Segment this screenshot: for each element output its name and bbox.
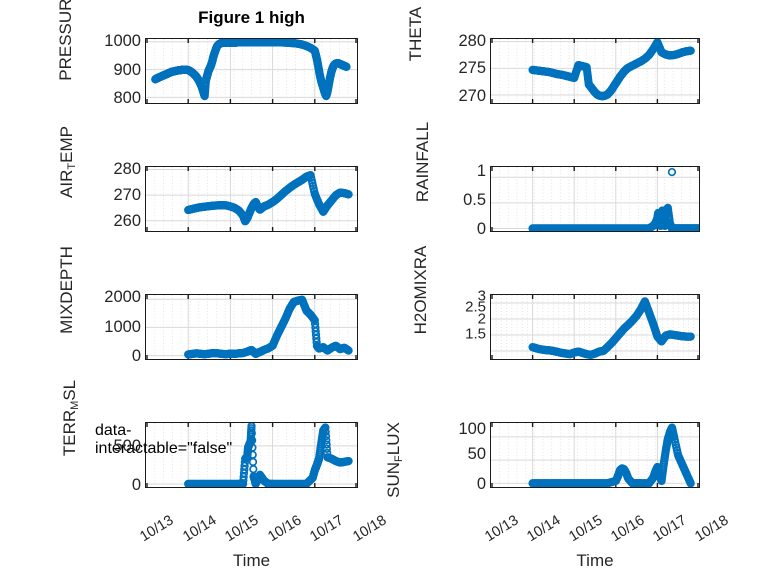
ytick-label: 500 <box>113 436 141 455</box>
plot-area <box>146 39 357 103</box>
axes-pressure <box>145 38 358 104</box>
ylabel-terr-msl: TERRMSL <box>60 379 81 457</box>
panel-theta <box>490 38 700 104</box>
ytick-label: 270 <box>113 185 141 204</box>
yticklabels-sun-flux: 100 50 0 <box>440 419 486 491</box>
ytick-label: 0 <box>476 474 486 493</box>
panel-h2omixra <box>490 294 700 360</box>
ytick-label: 1.5 <box>465 325 486 343</box>
xticklabels-left-column: 10/13 10/14 10/15 10/16 10/17 10/18 <box>137 492 389 546</box>
xtick-label: 10/17 <box>650 512 690 546</box>
panel-rainfall <box>490 166 700 232</box>
ytick-label: 800 <box>113 89 141 107</box>
ytick-label: 2000 <box>104 288 141 307</box>
xtick-label: 10/18 <box>350 512 390 546</box>
plot-area <box>146 167 357 231</box>
axes-sun-flux <box>490 422 700 488</box>
ylabel-subscript: M <box>68 400 81 410</box>
ytick-label: 50 <box>467 444 486 463</box>
ytick-label: 3 <box>477 287 486 305</box>
ylabel-rainfall: RAINFALL <box>413 121 432 203</box>
xtick-label: 10/16 <box>608 512 648 546</box>
xticklabels-right-column: 10/13 10/14 10/15 10/16 10/17 10/18 <box>482 492 731 546</box>
plot-area <box>146 423 357 487</box>
figure-title: Figure 1 high <box>198 8 305 27</box>
ylabel-sun-flux: SUNFLUX <box>384 422 405 498</box>
yticklabels-h2omixra: 3 2.5 2 1.5 <box>440 288 486 360</box>
ytick-label: 1000 <box>104 31 141 50</box>
ytick-label: 0 <box>476 220 486 239</box>
ytick-label: 100 <box>458 419 486 438</box>
axes-air-temp <box>145 166 358 232</box>
xtick-label: 10/17 <box>307 512 347 546</box>
ylabel-subscript: T <box>65 162 78 170</box>
ytick-label: 0 <box>131 346 141 365</box>
yticklabels-rainfall: 1 0.5 0 <box>440 162 486 237</box>
yticklabels-theta: 280 275 270 <box>440 33 486 105</box>
axes-rainfall <box>490 166 700 232</box>
panel-terr-msl <box>145 422 358 488</box>
ytick-label: 2 <box>477 310 486 328</box>
xtick-label: 10/18 <box>692 512 732 546</box>
axes-mixdepth <box>145 294 358 360</box>
plot-area <box>491 167 699 231</box>
plot-area <box>491 295 699 359</box>
ytick-label: 1 <box>476 162 486 181</box>
yticklabels-mixdepth: 2000 1000 0 <box>95 289 141 363</box>
xtick-label: 10/16 <box>265 512 305 546</box>
axes-theta <box>490 38 700 104</box>
ytick-label: 275 <box>458 58 486 77</box>
ytick-label: 270 <box>458 86 486 105</box>
ytick-label: 2.5 <box>465 298 486 316</box>
ytick-label: 0.5 <box>463 191 486 210</box>
ytick-label: 280 <box>113 159 141 178</box>
xlabel-left-column: Time <box>232 551 271 570</box>
axes-terr-msl <box>145 422 358 488</box>
axes-h2omixra <box>490 294 700 360</box>
plot-area <box>491 39 699 103</box>
plot-area <box>491 423 699 487</box>
xlabel-right-column: Time <box>576 551 614 570</box>
xtick-label: 10/15 <box>222 512 262 546</box>
plot-area <box>146 295 357 359</box>
xtick-label: 10/15 <box>566 512 606 546</box>
ylabel-theta: THETA <box>406 6 425 62</box>
yticklabels-air-temp: 280 270 260 <box>95 160 141 232</box>
ytick-label: 900 <box>113 60 141 79</box>
ylabel-subscript: F <box>392 455 405 462</box>
panel-sun-flux <box>490 422 700 488</box>
ytick-label: 260 <box>113 212 141 231</box>
ytick-label: 280 <box>458 31 486 50</box>
xtick-label: 10/14 <box>524 512 564 546</box>
panel-mixdepth <box>145 294 358 360</box>
xtick-label: 10/13 <box>482 512 522 546</box>
ytick-label: 0 <box>131 475 141 494</box>
xtick-label: 10/13 <box>137 512 177 546</box>
xtick-label: 10/14 <box>179 512 220 546</box>
yticklabels-terr-msl: 500 data-interactable="false" 0 <box>95 422 232 494</box>
ytick-label: 1000 <box>104 317 141 336</box>
ylabel-h2omixra: H2OMIXRA <box>411 245 430 335</box>
panel-pressure <box>145 38 358 104</box>
yticklabels-pressure: 1000 900 800 <box>95 33 141 107</box>
panel-air-temp <box>145 166 358 232</box>
